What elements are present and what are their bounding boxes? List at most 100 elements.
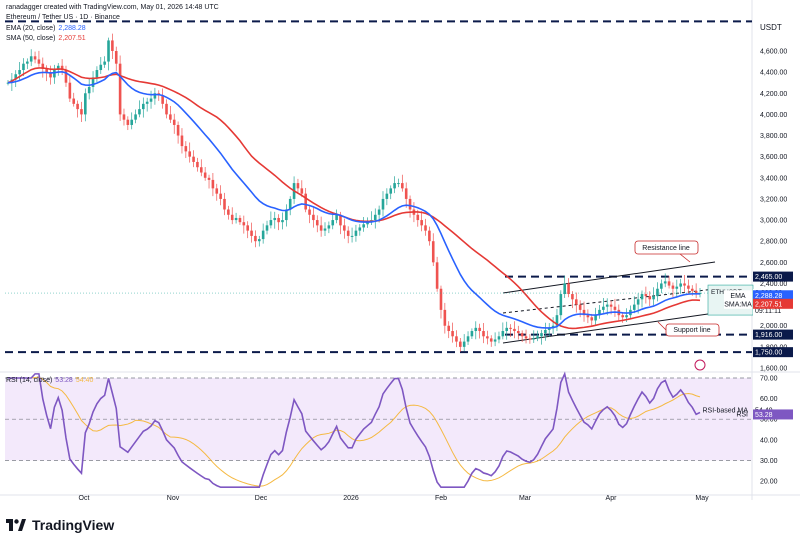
sma-legend-value: 2,207.51: [58, 35, 86, 42]
candle-body: [431, 241, 435, 263]
candle-body: [466, 336, 470, 342]
ema-legend[interactable]: EMA (20, close) 2,288.28: [6, 25, 86, 32]
candle-body: [381, 198, 385, 210]
candle-body: [64, 70, 68, 83]
candle-body: [663, 281, 667, 284]
candle-body: [513, 328, 516, 332]
candle-body: [134, 114, 137, 120]
candle-body: [126, 119, 130, 125]
rsi-value-tag: [753, 409, 793, 420]
candle-body: [265, 225, 269, 231]
price-axis-tick: 4,600.00: [760, 49, 787, 56]
time-axis-tick: Mar: [519, 495, 532, 502]
candle-body: [33, 56, 37, 60]
resistance-channel-line: [502, 261, 716, 294]
price-axis-tick: 4,000.00: [760, 112, 787, 119]
candle-body: [373, 214, 377, 221]
rsi-legend[interactable]: RSI (14, close) 53.28 54.40: [6, 377, 93, 384]
candle-body: [346, 230, 350, 236]
time-axis-tick: 2026: [343, 495, 359, 502]
candle-body: [149, 98, 153, 102]
candle-body: [621, 315, 624, 318]
candle-body: [598, 309, 601, 316]
candle-body: [331, 220, 335, 226]
candle-body: [308, 209, 311, 215]
candle-body: [223, 198, 226, 210]
price-axis-tick: 3,200.00: [760, 196, 787, 203]
candle-body: [613, 306, 617, 310]
candle-body: [574, 299, 578, 305]
time-axis-tick: Nov: [167, 495, 180, 502]
candle-body: [520, 333, 524, 337]
candle-body: [118, 63, 122, 115]
candle-body: [99, 64, 103, 71]
candle-body: [323, 228, 327, 231]
candle-body: [180, 135, 184, 147]
rsi-axis-tick: 40.00: [760, 437, 778, 444]
candle-body: [636, 299, 640, 305]
candle-body: [315, 220, 319, 226]
candle-body: [184, 146, 188, 152]
sma-tag-bg: [724, 298, 752, 309]
rsi-ma-legend-value: 54.40: [75, 377, 94, 384]
rsi-ma-tag-label: RSI-based MA: [702, 408, 748, 415]
candle-body: [416, 214, 420, 221]
sma-legend[interactable]: SMA (50, close) 2,207.51: [6, 35, 86, 42]
candle-body: [87, 86, 91, 94]
candle-body: [547, 327, 551, 330]
candle-body: [76, 103, 79, 110]
candle-body: [343, 225, 346, 231]
candle-body: [656, 288, 659, 297]
sma-legend-label: SMA (50, close): [6, 35, 56, 42]
ema-value-label: 2,288.28: [755, 293, 782, 300]
candle-body: [474, 327, 478, 332]
candle-body: [14, 74, 18, 80]
resistance-annotation-box: [634, 240, 699, 255]
rsi-axis-tick: 70.00: [760, 376, 778, 383]
ema-20-line: [7, 71, 701, 329]
candle-body: [439, 288, 443, 310]
candle-body: [609, 304, 613, 307]
resistance-annotation-pointer: [679, 253, 691, 263]
sma-tag-label: SMA:MA: [724, 301, 752, 308]
candle-body: [250, 230, 253, 236]
candle-body: [273, 217, 277, 221]
candle-body: [22, 63, 25, 71]
candle-body: [238, 217, 242, 223]
candle-body: [145, 101, 149, 104]
candle-body: [385, 193, 389, 199]
candle-body: [49, 73, 52, 78]
rsi-axis-tick: 60.00: [760, 396, 778, 403]
candle-body: [640, 294, 644, 300]
resistance-level-label: 2,465.00: [755, 274, 782, 281]
time-axis-tick: Feb: [435, 495, 447, 502]
time-axis-tick: Dec: [255, 495, 268, 502]
candle-body: [172, 119, 176, 125]
candle-body: [68, 82, 72, 99]
candle-body: [582, 309, 586, 316]
candle-body: [393, 183, 396, 189]
time-axis-tick: Apr: [606, 495, 618, 502]
ema-tag-bg: [724, 290, 752, 301]
candle-body: [517, 331, 520, 334]
candle-body: [103, 61, 106, 65]
candle-body: [26, 61, 29, 64]
candle-body: [335, 214, 338, 221]
candle-body: [443, 309, 447, 326]
candle-body: [501, 331, 505, 337]
candle-body: [447, 325, 451, 332]
candle-body: [644, 294, 648, 297]
support-annotation-text: Support line: [673, 327, 710, 334]
rsi-tag-label: RSI: [736, 411, 748, 418]
support-level-label: 1,916.00: [755, 332, 782, 339]
candle-body: [690, 288, 694, 291]
candle-body: [683, 283, 686, 286]
candle-body: [602, 306, 605, 310]
tradingview-logo[interactable]: TradingView: [6, 517, 114, 533]
candle-body: [319, 225, 323, 231]
candle-body: [478, 327, 481, 332]
candle-body: [555, 315, 559, 326]
candle-body: [80, 109, 83, 115]
candle-body: [559, 294, 563, 316]
